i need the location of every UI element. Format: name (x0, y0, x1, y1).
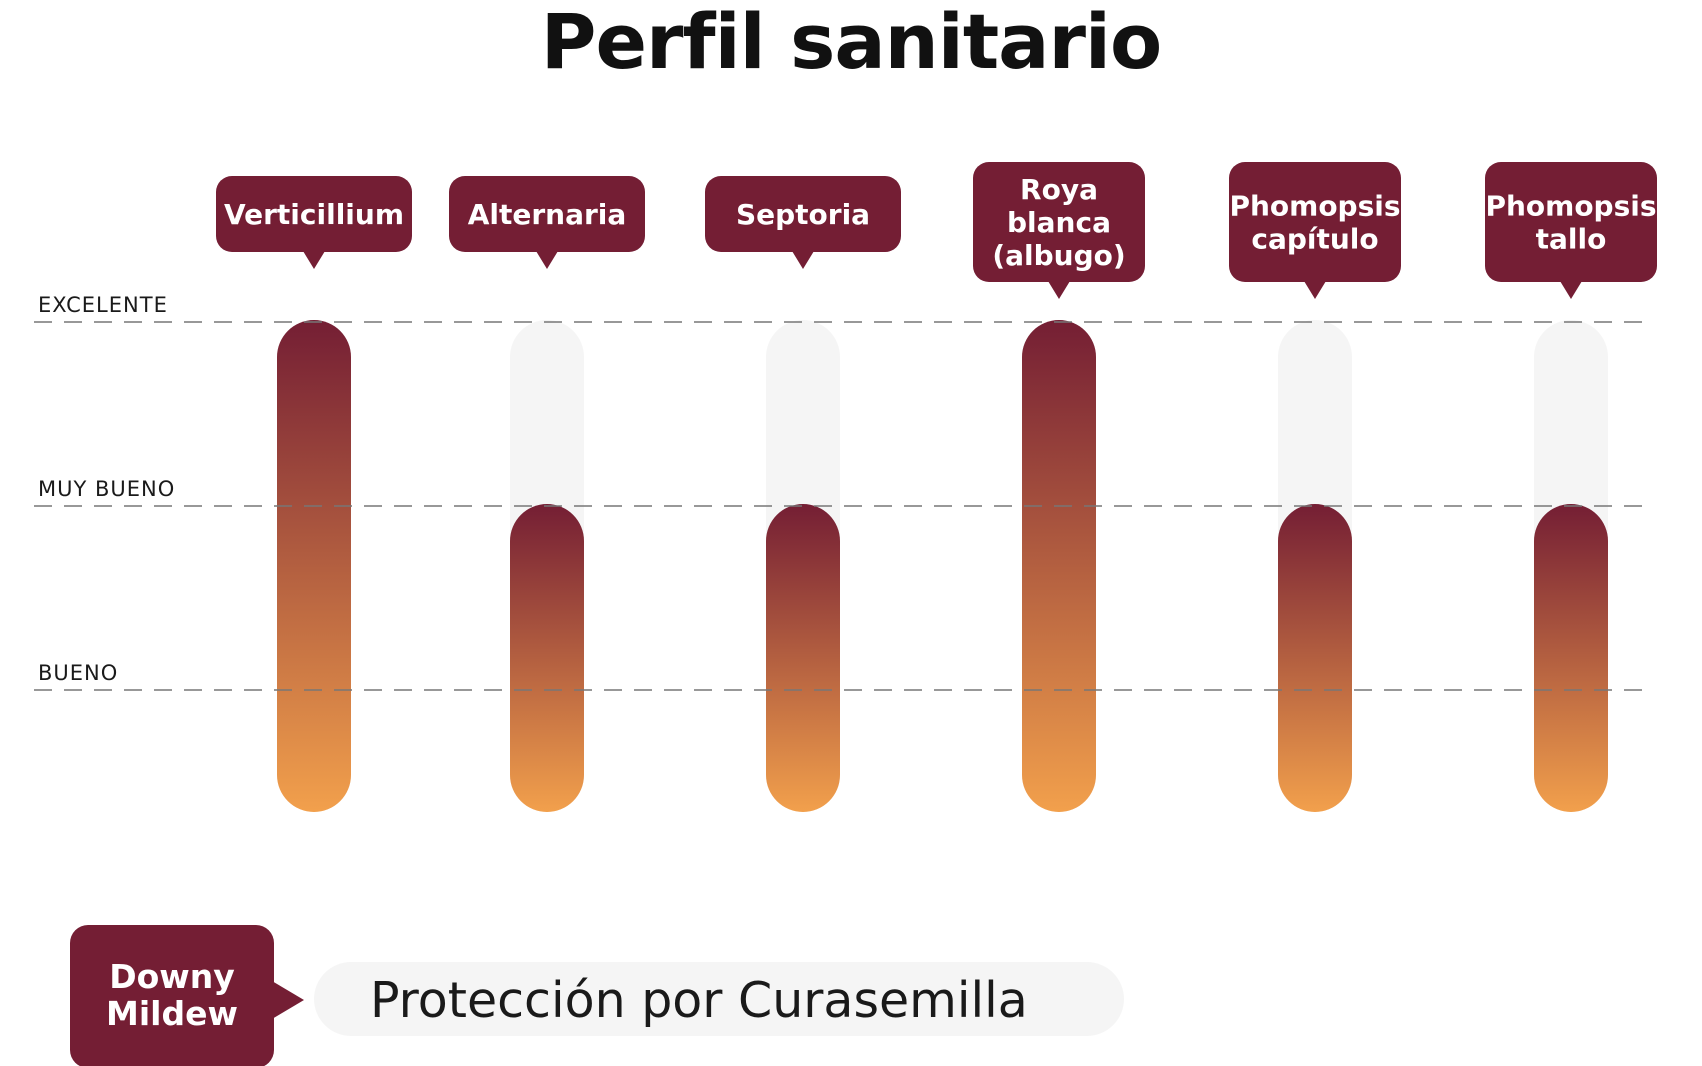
bar-septoria (766, 504, 840, 812)
category-label-pointer (536, 251, 558, 269)
category-label-text: capítulo (1251, 223, 1378, 256)
category-label-text: (albugo) (992, 239, 1125, 272)
category-label-text: Phomopsis (1485, 190, 1656, 223)
category-label-box (216, 176, 412, 252)
category-label: Septoria (705, 176, 901, 269)
category-label-text: Alternaria (468, 198, 627, 231)
category-label: Alternaria (449, 176, 645, 269)
protection-text: Protección por Curasemilla (370, 972, 1028, 1029)
category-label-box (449, 176, 645, 252)
category-label-box (705, 176, 901, 252)
category-label-text: Roya (1020, 173, 1098, 206)
category-label-text: Phomopsis (1229, 190, 1400, 223)
category-label-text: Verticillium (224, 198, 404, 231)
category-label-box (973, 162, 1145, 282)
category-label-pointer (1560, 281, 1582, 299)
downy-mildew-pointer (272, 981, 304, 1019)
downy-mildew-label: Downy (109, 957, 235, 996)
category-label-text: Septoria (736, 198, 870, 231)
level-label: MUY BUENO (38, 477, 175, 501)
category-label-text: tallo (1536, 223, 1607, 256)
bar-alternaria (510, 504, 584, 812)
category-labels: Verticillium Alternaria Septoria Royablanca… (216, 162, 1657, 299)
category-label: Verticillium (216, 176, 412, 269)
level-label: EXCELENTE (38, 293, 168, 317)
level-label: BUENO (38, 661, 118, 685)
category-label-box (1229, 162, 1401, 282)
bars (277, 320, 1608, 812)
chart-title: Perfil sanitario (541, 0, 1161, 86)
category-label-pointer (1048, 281, 1070, 299)
protection-pill (314, 962, 1124, 1036)
downy-mildew-label: Mildew (106, 994, 238, 1033)
category-label-pointer (792, 251, 814, 269)
gridlines: BUENO MUY BUENO EXCELENTE (34, 293, 1650, 691)
category-label-box (1485, 162, 1657, 282)
downy-mildew-box (70, 925, 274, 1066)
bar-phomopsis-tallo (1534, 504, 1608, 812)
category-label-text: blanca (1007, 206, 1111, 239)
bar-verticillium (277, 320, 351, 812)
category-label-pointer (1304, 281, 1326, 299)
category-label-pointer (303, 251, 325, 269)
bar-roya-blanca-albugo- (1022, 320, 1096, 812)
bar-phomopsis-capítulo (1278, 504, 1352, 812)
